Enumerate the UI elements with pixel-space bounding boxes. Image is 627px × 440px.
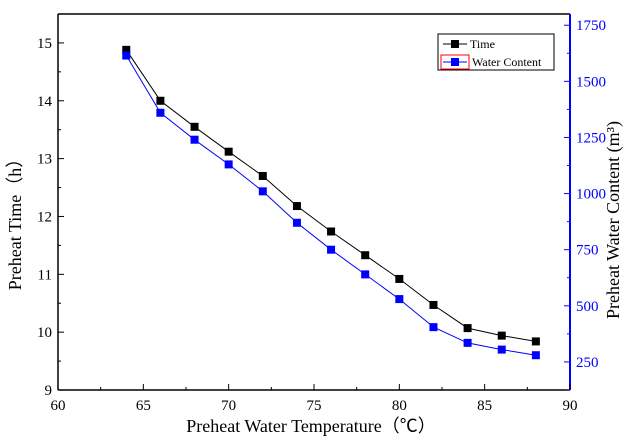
y-left-tick-label: 15 <box>37 36 52 52</box>
data-point-water-content <box>463 338 472 347</box>
data-point-water-content <box>531 351 540 360</box>
legend: Time Water Content <box>437 33 555 71</box>
data-point-time <box>190 122 199 131</box>
data-point-water-content <box>327 245 336 254</box>
legend-water-marker <box>451 58 459 66</box>
y-left-tick-label: 11 <box>38 267 52 283</box>
y-left-tick-label: 9 <box>45 383 53 399</box>
y-right-axis: 250 500 750 1000 1250 1500 1750 <box>564 18 606 391</box>
legend-water-label: Water Content <box>472 55 542 69</box>
data-point-water-content <box>497 345 506 354</box>
data-point-time <box>395 274 404 283</box>
legend-time-label: Time <box>470 37 495 51</box>
data-point-water-content <box>292 218 301 227</box>
y-left-tick-label: 12 <box>37 209 52 225</box>
y-right-tick-label: 1000 <box>576 187 606 203</box>
x-tick-label: 70 <box>221 398 236 414</box>
series-line-time <box>125 49 536 342</box>
x-tick-label: 65 <box>136 398 151 414</box>
series-line-water-content <box>125 55 536 356</box>
data-point-time <box>497 331 506 340</box>
y-right-tick-label: 500 <box>576 299 599 315</box>
y-right-tick-label: 250 <box>576 355 599 371</box>
data-point-time <box>327 227 336 236</box>
legend-highlight-box <box>440 54 470 70</box>
series-layer <box>122 45 540 360</box>
x-tick-label: 90 <box>563 398 578 414</box>
x-axis-title: Preheat Water Temperature（℃） <box>186 416 436 436</box>
y-right-axis-title: Preheat Water Content (m³) <box>603 121 624 319</box>
y-left-tick-label: 13 <box>37 152 52 168</box>
data-point-time <box>463 324 472 333</box>
y-right-tick-label: 1500 <box>576 74 606 90</box>
x-axis: 60 65 70 75 80 85 90 <box>51 384 578 414</box>
data-point-water-content <box>156 108 165 117</box>
data-point-water-content <box>361 270 370 279</box>
y-right-tick-label: 1250 <box>576 130 606 146</box>
y-left-axis: 9 10 11 12 13 14 15 <box>37 13 64 399</box>
data-point-water-content <box>190 135 199 144</box>
data-point-time <box>258 171 267 180</box>
x-tick-label: 80 <box>392 398 407 414</box>
data-point-time <box>429 300 438 309</box>
data-point-time <box>361 251 370 260</box>
y-right-tick-label: 1750 <box>576 18 606 34</box>
data-point-time <box>122 45 131 54</box>
data-point-water-content <box>429 323 438 332</box>
data-point-time <box>156 96 165 105</box>
data-point-time <box>224 147 233 156</box>
data-point-water-content <box>258 187 267 196</box>
data-point-water-content <box>395 295 404 304</box>
y-right-tick-label: 750 <box>576 243 599 259</box>
y-left-tick-label: 14 <box>37 94 53 110</box>
data-point-time <box>292 202 301 211</box>
data-point-water-content <box>224 160 233 169</box>
y-left-axis-title: Preheat Time（h） <box>5 150 25 291</box>
y-left-tick-label: 10 <box>37 325 52 341</box>
legend-time-marker <box>451 40 459 48</box>
data-point-water-content <box>122 51 131 60</box>
x-tick-label: 60 <box>51 398 66 414</box>
data-point-time <box>531 337 540 346</box>
x-tick-label: 75 <box>307 398 322 414</box>
x-tick-label: 85 <box>477 398 492 414</box>
